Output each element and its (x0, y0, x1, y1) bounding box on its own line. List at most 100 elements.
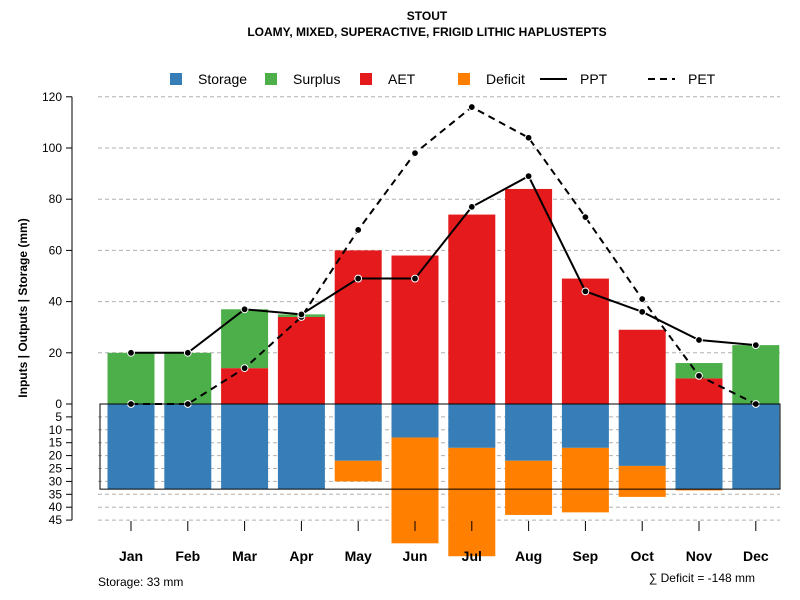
pet-line-point (354, 226, 363, 234)
x-tick-label: Sep (573, 548, 599, 564)
deficit-bar (618, 465, 666, 497)
pet-line-point (411, 149, 419, 158)
ppt-line-point (638, 307, 647, 316)
ppt-line-point (297, 310, 306, 319)
deficit-bar (334, 460, 382, 482)
y-tick-label: 25 (49, 462, 63, 476)
legend-label: Surplus (293, 71, 340, 87)
legend-label: Deficit (486, 71, 525, 87)
legend-swatch (265, 73, 277, 85)
aet-bar (448, 214, 496, 404)
x-tick-label: May (345, 548, 372, 564)
y-tick-label: 35 (49, 487, 63, 501)
y-tick-label: 0 (55, 397, 62, 411)
legend-label: Storage (198, 71, 247, 87)
y-tick-label: 60 (49, 243, 63, 257)
bars (107, 188, 780, 557)
pet-line-point (467, 103, 476, 111)
surplus-bar (107, 352, 155, 404)
storage-bar (107, 404, 155, 490)
storage-note: Storage: 33 mm (98, 575, 183, 589)
x-tick-label: Oct (631, 548, 655, 564)
storage-capacity-box (99, 403, 781, 490)
lines (127, 103, 760, 408)
ppt-line-point (240, 305, 249, 314)
ppt-line-point (695, 336, 703, 344)
legend: Storage Surplus AET Deficit PPT PET (170, 71, 716, 87)
x-tick-label: Mar (232, 548, 257, 564)
y-tick-label: 80 (49, 192, 63, 206)
ppt-line-point (127, 348, 135, 357)
pet-line-point (524, 133, 533, 142)
pet-line-point (695, 371, 703, 380)
y-axis-label: Inputs | Outputs | Storage (mm) (16, 218, 30, 397)
ppt-line-point (411, 274, 419, 283)
aet-bar (675, 378, 723, 404)
ppt-line-point (354, 274, 363, 283)
ppt-line-point (183, 348, 192, 357)
x-tick-label: Apr (289, 548, 314, 564)
storage-bar (334, 404, 382, 461)
x-tick-label: Jan (119, 548, 143, 564)
x-tick-label: Dec (743, 548, 769, 564)
aet-bar (505, 188, 553, 404)
storage-bar (505, 404, 553, 461)
chart-subtitle: LOAMY, MIXED, SUPERACTIVE, FRIGID LITHIC… (247, 25, 606, 39)
storage-bar (277, 404, 325, 490)
y-tick-label: 10 (49, 423, 63, 437)
aet-bar (221, 368, 269, 404)
aet-bar (334, 250, 382, 404)
y-tick-label: 40 (49, 500, 63, 514)
storage-bar (221, 404, 269, 490)
y-tick-label: 20 (49, 346, 63, 360)
surplus-bar (221, 309, 269, 369)
aet-bar (277, 316, 325, 404)
ppt-line-point (751, 341, 760, 350)
legend-swatch (170, 73, 182, 85)
y-tick-label: 15 (49, 436, 63, 450)
ppt-line-point (524, 172, 533, 181)
y-tick-label: 20 (49, 449, 63, 463)
pet-line-point (240, 364, 249, 373)
legend-swatch (458, 73, 470, 85)
deficit-bar (448, 447, 496, 557)
x-tick-label: Feb (175, 548, 200, 564)
ppt-line-point (581, 287, 590, 296)
x-tick-label: Nov (686, 548, 713, 564)
storage-bar (561, 404, 609, 448)
y-tick-label: 45 (49, 513, 63, 527)
pet-line-point (581, 213, 590, 222)
y-tick-label: 40 (49, 295, 63, 309)
surplus-bar (732, 345, 780, 404)
ppt-line (131, 174, 756, 354)
pet-line-point (638, 295, 647, 303)
pet-line (131, 105, 757, 405)
aet-bar (561, 278, 609, 404)
storage-bar (391, 404, 439, 438)
chart-title: STOUT (407, 9, 448, 23)
surplus-bar (675, 363, 723, 379)
legend-label: PPT (580, 71, 608, 87)
x-tick-label: Jun (403, 548, 428, 564)
x-tick-label: Jul (462, 548, 482, 564)
deficit-bar (505, 460, 553, 515)
y-tick-label: 120 (42, 90, 62, 104)
storage-bar (448, 404, 496, 448)
y-tick-label: 100 (42, 141, 62, 155)
ppt-line-point (467, 202, 476, 211)
storage-bar (164, 404, 212, 490)
x-tick-label: Aug (515, 548, 542, 564)
storage-bar (732, 404, 780, 490)
deficit-note: ∑ Deficit = -148 mm (649, 571, 755, 585)
deficit-bar (561, 447, 609, 513)
storage-bar (675, 404, 723, 490)
deficit-bar (675, 489, 723, 491)
aet-bar (618, 329, 666, 404)
y-tick-label: 30 (49, 474, 63, 488)
legend-label: AET (388, 71, 416, 87)
legend-swatch (360, 73, 372, 85)
storage-bar (618, 404, 666, 466)
surplus-bar (164, 352, 212, 404)
